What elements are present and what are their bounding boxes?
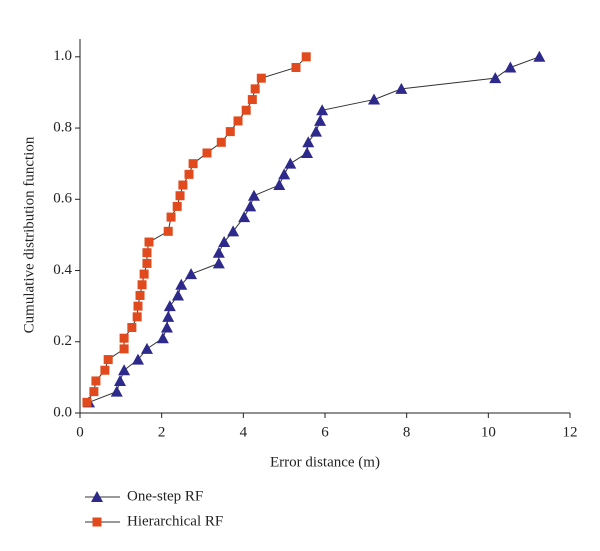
y-tick-label: 0.4	[53, 262, 72, 278]
marker	[533, 50, 546, 62]
marker	[185, 268, 198, 280]
marker	[188, 159, 198, 169]
marker	[218, 236, 231, 248]
marker	[142, 248, 152, 258]
marker	[118, 364, 131, 376]
y-tick-label: 1.0	[53, 48, 72, 64]
marker	[301, 52, 311, 62]
legend-marker	[92, 517, 102, 527]
y-tick-label: 0.6	[53, 191, 72, 207]
marker	[244, 200, 257, 212]
marker	[316, 104, 329, 116]
marker	[273, 179, 286, 191]
marker	[103, 355, 113, 365]
marker	[238, 211, 251, 223]
marker	[247, 189, 260, 201]
marker	[302, 136, 315, 148]
marker	[140, 342, 153, 354]
x-tick-label: 2	[158, 424, 166, 440]
marker	[216, 137, 226, 147]
marker	[278, 168, 291, 180]
marker	[241, 105, 251, 115]
marker	[368, 93, 380, 105]
series-line	[88, 56, 540, 403]
legend-label: Hierarchical RF	[127, 513, 223, 529]
marker	[175, 278, 188, 290]
marker	[119, 344, 129, 354]
marker	[135, 290, 145, 300]
marker	[314, 114, 327, 126]
marker	[127, 323, 137, 333]
marker	[202, 148, 212, 158]
marker	[119, 333, 129, 343]
x-tick-label: 10	[481, 424, 496, 440]
marker	[489, 72, 502, 84]
marker	[256, 73, 266, 83]
marker	[139, 269, 149, 279]
marker	[250, 84, 260, 94]
marker	[156, 332, 169, 344]
marker	[142, 258, 152, 268]
marker	[175, 191, 185, 201]
marker	[504, 61, 517, 73]
marker	[227, 225, 240, 237]
marker	[132, 312, 142, 322]
marker	[301, 146, 314, 158]
marker	[163, 226, 173, 236]
marker	[160, 321, 173, 333]
legend-label: One-step RF	[127, 488, 203, 504]
marker	[284, 157, 297, 169]
y-tick-label: 0.2	[53, 333, 72, 349]
marker	[163, 300, 176, 312]
marker	[310, 125, 323, 137]
marker	[162, 310, 175, 322]
marker	[166, 212, 176, 222]
marker	[178, 180, 188, 190]
marker	[172, 289, 184, 301]
marker	[291, 62, 301, 72]
marker	[144, 237, 154, 247]
x-tick-label: 4	[240, 424, 248, 440]
x-axis-label: Error distance (m)	[270, 454, 380, 470]
y-axis-label: Cumulative distribution function	[21, 136, 37, 333]
legend-marker	[91, 491, 103, 502]
x-tick-label: 0	[76, 424, 84, 440]
marker	[184, 169, 194, 179]
marker	[212, 246, 225, 258]
marker	[82, 397, 92, 407]
marker	[395, 82, 408, 94]
marker	[131, 353, 144, 365]
x-tick-label: 6	[321, 424, 329, 440]
marker	[233, 116, 243, 126]
y-tick-label: 0.0	[53, 404, 72, 420]
marker	[133, 301, 143, 311]
marker	[247, 95, 257, 105]
x-tick-label: 12	[563, 424, 578, 440]
marker	[100, 365, 110, 375]
marker	[137, 280, 147, 290]
marker	[172, 201, 182, 211]
y-tick-label: 0.8	[53, 119, 72, 135]
marker	[114, 374, 127, 386]
marker	[225, 127, 235, 137]
x-tick-label: 8	[403, 424, 411, 440]
marker	[91, 376, 101, 386]
marker	[110, 385, 123, 397]
marker	[212, 257, 225, 269]
marker	[89, 387, 99, 397]
